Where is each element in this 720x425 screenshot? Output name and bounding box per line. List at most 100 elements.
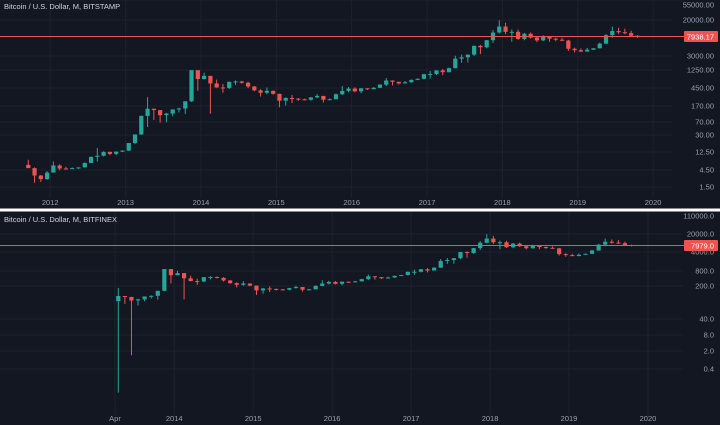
candle[interactable] bbox=[503, 22, 508, 35]
candle[interactable] bbox=[451, 258, 456, 264]
candle[interactable] bbox=[293, 285, 299, 289]
candle[interactable] bbox=[445, 258, 450, 264]
candle[interactable] bbox=[313, 285, 318, 290]
candle[interactable] bbox=[283, 97, 288, 106]
candle[interactable] bbox=[377, 84, 383, 88]
candle[interactable] bbox=[399, 274, 404, 277]
candle[interactable] bbox=[221, 277, 226, 282]
candle[interactable] bbox=[264, 87, 269, 95]
candle[interactable] bbox=[289, 94, 295, 104]
candle[interactable] bbox=[359, 278, 364, 282]
candle[interactable] bbox=[241, 281, 246, 286]
candle[interactable] bbox=[446, 67, 452, 73]
candle[interactable] bbox=[390, 80, 395, 86]
candle[interactable] bbox=[392, 275, 397, 278]
candle[interactable] bbox=[245, 81, 251, 89]
candle[interactable] bbox=[340, 86, 345, 95]
candle[interactable] bbox=[135, 298, 141, 306]
candle[interactable] bbox=[214, 276, 220, 279]
candle[interactable] bbox=[280, 288, 285, 291]
candle[interactable] bbox=[252, 85, 257, 92]
candle[interactable] bbox=[107, 151, 112, 156]
candle[interactable] bbox=[70, 167, 75, 170]
candle[interactable] bbox=[189, 70, 194, 102]
candle[interactable] bbox=[491, 235, 496, 244]
candle[interactable] bbox=[300, 286, 305, 292]
candle[interactable] bbox=[234, 282, 239, 288]
candle[interactable] bbox=[195, 70, 200, 91]
candle[interactable] bbox=[366, 274, 371, 281]
candle[interactable] bbox=[287, 287, 292, 291]
candle[interactable] bbox=[122, 295, 127, 304]
candle[interactable] bbox=[320, 280, 325, 287]
candle[interactable] bbox=[155, 290, 160, 300]
candle[interactable] bbox=[371, 87, 376, 90]
candle[interactable] bbox=[308, 97, 313, 101]
candle[interactable] bbox=[302, 98, 307, 101]
candle[interactable] bbox=[76, 167, 81, 169]
candle[interactable] bbox=[537, 245, 542, 250]
candle[interactable] bbox=[142, 296, 147, 302]
candle[interactable] bbox=[421, 73, 426, 80]
candle[interactable] bbox=[484, 234, 489, 244]
candle[interactable] bbox=[458, 251, 463, 260]
candle[interactable] bbox=[63, 166, 69, 170]
candle[interactable] bbox=[464, 251, 470, 258]
pane-bitstamp[interactable]: 55000.0020000.008000.003000.001250.00450… bbox=[0, 0, 718, 207]
candle[interactable] bbox=[428, 70, 433, 79]
candle[interactable] bbox=[202, 72, 207, 80]
candle[interactable] bbox=[116, 287, 121, 393]
candle[interactable] bbox=[559, 37, 565, 41]
candle[interactable] bbox=[227, 81, 232, 89]
candle[interactable] bbox=[629, 30, 634, 37]
candle[interactable] bbox=[353, 280, 358, 283]
candle[interactable] bbox=[247, 283, 252, 287]
candles-bitfinex[interactable] bbox=[116, 234, 634, 393]
candle[interactable] bbox=[101, 151, 106, 157]
candle[interactable] bbox=[151, 108, 156, 120]
candle[interactable] bbox=[616, 27, 621, 34]
x-axis-bitstamp[interactable]: 2012 2013 2014 2015 2016 2017 2018 2019 2020 bbox=[42, 198, 662, 207]
candle[interactable] bbox=[158, 110, 163, 123]
candle[interactable] bbox=[459, 54, 464, 63]
candle[interactable] bbox=[524, 245, 529, 250]
candle[interactable] bbox=[32, 167, 37, 183]
candle[interactable] bbox=[208, 75, 213, 114]
candle[interactable] bbox=[425, 268, 430, 273]
candle[interactable] bbox=[164, 112, 169, 123]
candle[interactable] bbox=[214, 79, 219, 88]
candle[interactable] bbox=[550, 246, 555, 249]
candle[interactable] bbox=[132, 134, 138, 145]
candle[interactable] bbox=[26, 159, 31, 169]
candle[interactable] bbox=[333, 281, 338, 285]
candle[interactable] bbox=[534, 36, 540, 43]
candle[interactable] bbox=[139, 115, 144, 135]
candle[interactable] bbox=[409, 79, 414, 83]
candle[interactable] bbox=[346, 281, 351, 283]
candle[interactable] bbox=[38, 175, 43, 182]
candle[interactable] bbox=[327, 98, 332, 101]
candle[interactable] bbox=[517, 242, 522, 247]
candle[interactable] bbox=[553, 37, 558, 42]
candle[interactable] bbox=[528, 32, 533, 39]
candle[interactable] bbox=[274, 288, 279, 291]
candle[interactable] bbox=[616, 240, 621, 244]
candle[interactable] bbox=[129, 296, 134, 356]
candle[interactable] bbox=[434, 70, 439, 76]
candle[interactable] bbox=[267, 286, 272, 293]
candle[interactable] bbox=[578, 48, 583, 52]
candle[interactable] bbox=[326, 280, 331, 285]
candle[interactable] bbox=[385, 276, 391, 279]
candle[interactable] bbox=[258, 89, 263, 97]
candle[interactable] bbox=[453, 55, 458, 69]
candle[interactable] bbox=[339, 281, 345, 286]
candle[interactable] bbox=[88, 156, 94, 164]
candle[interactable] bbox=[239, 80, 244, 84]
candle[interactable] bbox=[51, 161, 56, 173]
candle[interactable] bbox=[405, 271, 410, 276]
candle[interactable] bbox=[379, 277, 384, 280]
candle[interactable] bbox=[296, 98, 301, 101]
candle[interactable] bbox=[438, 258, 443, 268]
candle[interactable] bbox=[208, 276, 213, 280]
